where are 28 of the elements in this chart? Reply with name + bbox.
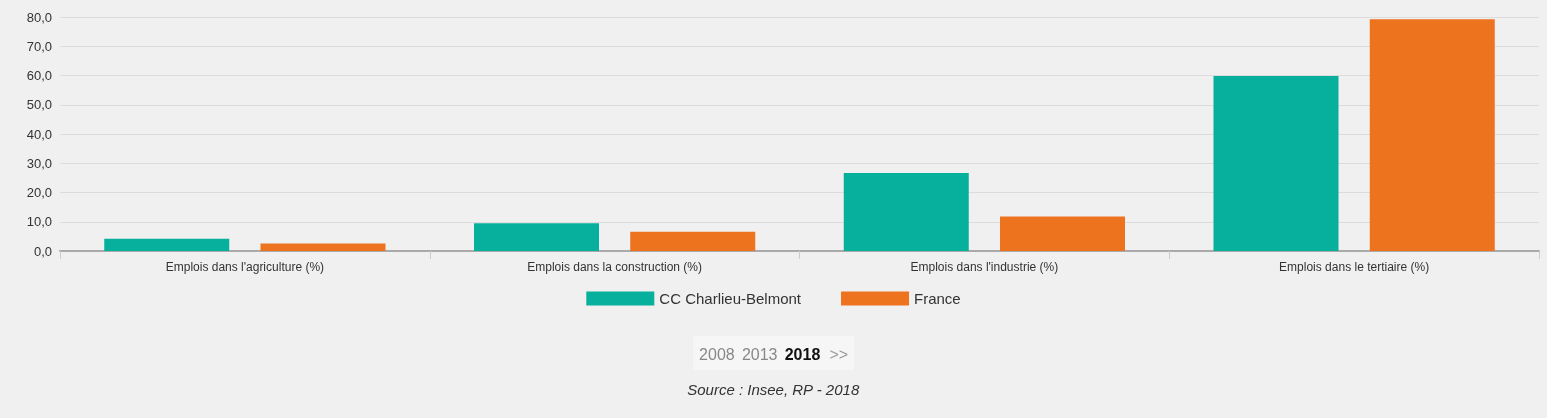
x-tick-label: Emplois dans le tertiaire (%) — [1279, 260, 1430, 274]
text: 2008 — [699, 345, 735, 363]
y-tick-label: 60,0 — [26, 68, 52, 83]
bar — [1213, 76, 1339, 251]
bar — [1369, 19, 1495, 251]
legend-label: France — [914, 290, 961, 307]
y-tick-label: 30,0 — [26, 155, 52, 171]
bar — [104, 238, 230, 251]
y-tick-label: 10,0 — [26, 214, 52, 230]
text: 2018 — [784, 345, 821, 363]
y-tick-label: 50,0 — [26, 97, 52, 113]
y-tick-label: 80,0 — [26, 9, 52, 25]
source-note: Source : Insee, RP - 2018 — [687, 381, 860, 398]
bar — [630, 231, 756, 251]
y-tick-label: 20,0 — [26, 185, 52, 200]
x-tick-label: Emplois dans l'agriculture (%) — [165, 260, 325, 274]
x-tick-label: Emplois dans la construction (%) — [527, 260, 702, 274]
x-tick-label: Emplois dans l'industrie (%) — [910, 260, 1059, 274]
legend-label: CC Charlieu-Belmont — [659, 290, 802, 307]
text: >> — [829, 345, 849, 363]
bar — [843, 172, 969, 251]
y-tick-label: 0,0 — [33, 243, 52, 259]
bar — [474, 223, 599, 251]
y-tick-label: 40,0 — [26, 126, 52, 142]
y-tick-label: 70,0 — [26, 38, 52, 54]
bar — [260, 243, 386, 251]
text: 2013 — [741, 345, 778, 363]
bar — [1000, 216, 1125, 251]
